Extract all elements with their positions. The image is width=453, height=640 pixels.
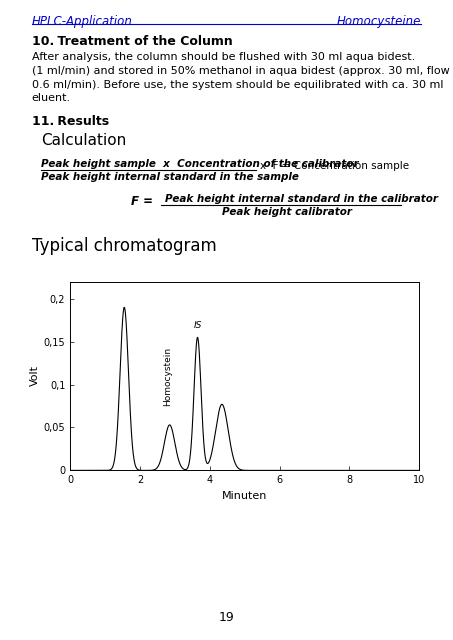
X-axis label: Minuten: Minuten: [222, 491, 267, 501]
Text: After analysis, the column should be flushed with 30 ml aqua bidest.
(1 ml/min) : After analysis, the column should be flu…: [32, 52, 449, 103]
Text: Homocysteine: Homocysteine: [337, 15, 421, 28]
Text: IS: IS: [193, 321, 202, 330]
Text: Peak height internal standard in the calibrator: Peak height internal standard in the cal…: [165, 194, 439, 204]
Text: Peak height internal standard in the sample: Peak height internal standard in the sam…: [41, 172, 299, 182]
Text: Homocystein: Homocystein: [163, 347, 172, 406]
Text: x  F = Concentration sample: x F = Concentration sample: [260, 161, 410, 171]
Text: 11. Results: 11. Results: [32, 115, 109, 128]
Text: Peak height sample  x  Concentration of the calibrator: Peak height sample x Concentration of th…: [41, 159, 358, 169]
Text: HPLC-Application: HPLC-Application: [32, 15, 133, 28]
Text: 10. Treatment of the Column: 10. Treatment of the Column: [32, 35, 232, 48]
Text: F =: F =: [131, 195, 158, 208]
Text: Typical chromatogram: Typical chromatogram: [32, 237, 217, 255]
Text: 19: 19: [219, 611, 234, 624]
Text: Calculation: Calculation: [41, 133, 126, 148]
Text: Peak height calibrator: Peak height calibrator: [222, 207, 352, 217]
Y-axis label: Volt: Volt: [29, 365, 39, 387]
